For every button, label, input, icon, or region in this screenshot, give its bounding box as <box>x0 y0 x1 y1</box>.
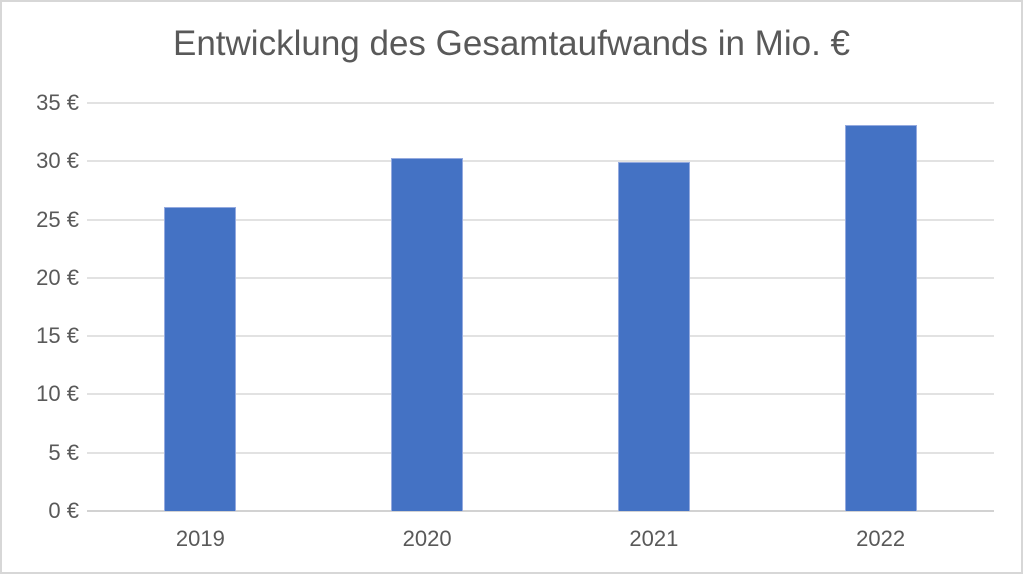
y-tick-label: 30 € <box>36 148 79 174</box>
bar-2021 <box>617 162 690 511</box>
x-tick-label: 2020 <box>402 526 452 551</box>
y-tick-label: 0 € <box>48 498 79 523</box>
chart-title: Entwicklung des Gesamtaufwands in Mio. € <box>173 24 850 63</box>
x-axis: 2019 2020 2021 2022 <box>87 526 994 556</box>
x-tick-label: 2022 <box>856 526 906 551</box>
gridline <box>87 510 994 512</box>
x-tick-label: 2021 <box>629 526 679 551</box>
y-tick-label: 20 € <box>36 264 79 290</box>
y-tick-label: 5 € <box>48 439 79 465</box>
y-tick-label: 35 € <box>36 90 79 115</box>
gridline <box>87 393 994 396</box>
bar-2020 <box>391 157 464 511</box>
gridline <box>87 218 994 221</box>
gridline <box>87 276 994 279</box>
plot-area <box>87 102 994 512</box>
bar-2019 <box>164 206 237 511</box>
y-axis: 35 € 30 € 25 € 20 € 15 € 10 € 5 € 0 € <box>2 91 79 523</box>
gridline <box>87 102 994 104</box>
y-tick-label: 25 € <box>36 206 79 232</box>
bar-2022 <box>844 125 917 511</box>
gridline <box>87 451 994 454</box>
y-tick-label: 15 € <box>36 323 79 349</box>
gridline <box>87 160 994 163</box>
x-tick-label: 2019 <box>175 526 225 551</box>
gridline <box>87 335 994 338</box>
y-tick-label: 10 € <box>36 381 79 407</box>
